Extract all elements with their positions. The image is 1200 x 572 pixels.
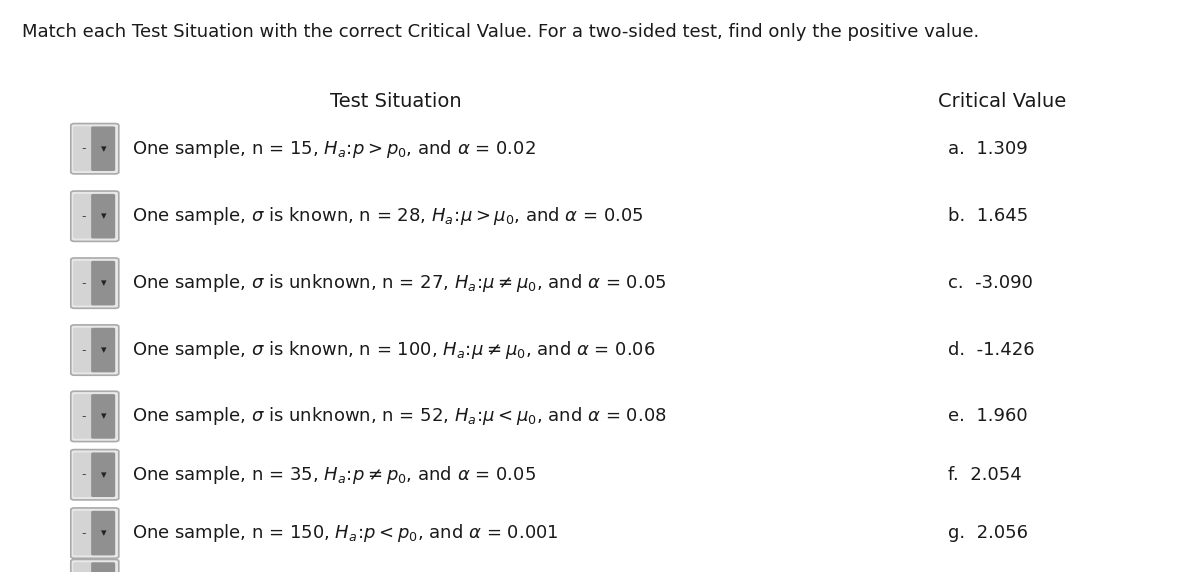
FancyBboxPatch shape bbox=[91, 126, 115, 171]
FancyBboxPatch shape bbox=[73, 511, 95, 555]
Text: -: - bbox=[82, 410, 85, 423]
Text: Critical Value: Critical Value bbox=[938, 92, 1066, 110]
FancyBboxPatch shape bbox=[73, 394, 95, 439]
Text: b.  1.645: b. 1.645 bbox=[948, 207, 1028, 225]
Text: One sample, $\sigma$ is unknown, n = 27, $H_a\!:\!\mu \neq \mu_0$, and $\alpha$ : One sample, $\sigma$ is unknown, n = 27,… bbox=[132, 272, 666, 294]
Text: g.  2.056: g. 2.056 bbox=[948, 524, 1028, 542]
Text: One sample, $\sigma$ is known, n = 100, $H_a\!:\!\mu \neq \mu_0$, and $\alpha$ =: One sample, $\sigma$ is known, n = 100, … bbox=[132, 339, 655, 361]
Text: -: - bbox=[82, 468, 85, 481]
FancyBboxPatch shape bbox=[71, 450, 119, 500]
Text: -: - bbox=[82, 527, 85, 539]
FancyBboxPatch shape bbox=[73, 328, 95, 372]
FancyBboxPatch shape bbox=[71, 508, 119, 558]
FancyBboxPatch shape bbox=[73, 562, 95, 572]
Text: One sample, n = 15, $H_a\!:\!p > p_0$, and $\alpha$ = 0.02: One sample, n = 15, $H_a\!:\!p > p_0$, a… bbox=[132, 138, 535, 160]
FancyBboxPatch shape bbox=[91, 452, 115, 497]
FancyBboxPatch shape bbox=[73, 194, 95, 239]
FancyBboxPatch shape bbox=[71, 391, 119, 442]
Text: -: - bbox=[82, 210, 85, 223]
FancyBboxPatch shape bbox=[91, 394, 115, 439]
Text: e.  1.960: e. 1.960 bbox=[948, 407, 1027, 426]
Text: Match each Test Situation with the correct Critical Value. For a two-sided test,: Match each Test Situation with the corre… bbox=[22, 23, 979, 41]
FancyBboxPatch shape bbox=[91, 328, 115, 372]
Text: c.  -3.090: c. -3.090 bbox=[948, 274, 1033, 292]
FancyBboxPatch shape bbox=[71, 124, 119, 174]
Text: -: - bbox=[82, 277, 85, 289]
Text: ▾: ▾ bbox=[101, 144, 107, 154]
FancyBboxPatch shape bbox=[91, 261, 115, 305]
Text: ▾: ▾ bbox=[101, 211, 107, 221]
Text: -: - bbox=[82, 142, 85, 155]
Text: ▾: ▾ bbox=[101, 528, 107, 538]
FancyBboxPatch shape bbox=[71, 191, 119, 241]
FancyBboxPatch shape bbox=[73, 261, 95, 305]
FancyBboxPatch shape bbox=[73, 452, 95, 497]
Text: ▾: ▾ bbox=[101, 345, 107, 355]
Text: ▾: ▾ bbox=[101, 470, 107, 480]
Text: One sample, $\sigma$ is unknown, n = 52, $H_a\!:\!\mu < \mu_0$, and $\alpha$ = 0: One sample, $\sigma$ is unknown, n = 52,… bbox=[132, 406, 667, 427]
Text: ▾: ▾ bbox=[101, 411, 107, 422]
Text: a.  1.309: a. 1.309 bbox=[948, 140, 1027, 158]
Text: One sample, $\sigma$ is known, n = 28, $H_a\!:\!\mu > \mu_0$, and $\alpha$ = 0.0: One sample, $\sigma$ is known, n = 28, $… bbox=[132, 205, 643, 227]
FancyBboxPatch shape bbox=[71, 258, 119, 308]
FancyBboxPatch shape bbox=[91, 194, 115, 239]
FancyBboxPatch shape bbox=[91, 511, 115, 555]
Text: -: - bbox=[82, 344, 85, 356]
FancyBboxPatch shape bbox=[71, 559, 119, 572]
FancyBboxPatch shape bbox=[71, 325, 119, 375]
FancyBboxPatch shape bbox=[91, 562, 115, 572]
Text: f.  2.054: f. 2.054 bbox=[948, 466, 1021, 484]
Text: d.  -1.426: d. -1.426 bbox=[948, 341, 1034, 359]
Text: ▾: ▾ bbox=[101, 278, 107, 288]
FancyBboxPatch shape bbox=[73, 126, 95, 171]
Text: One sample, n = 150, $H_a\!:\!p < p_0$, and $\alpha$ = 0.001: One sample, n = 150, $H_a\!:\!p < p_0$, … bbox=[132, 522, 559, 544]
Text: Test Situation: Test Situation bbox=[330, 92, 462, 110]
Text: One sample, n = 35, $H_a\!:\!p \neq p_0$, and $\alpha$ = 0.05: One sample, n = 35, $H_a\!:\!p \neq p_0$… bbox=[132, 464, 536, 486]
